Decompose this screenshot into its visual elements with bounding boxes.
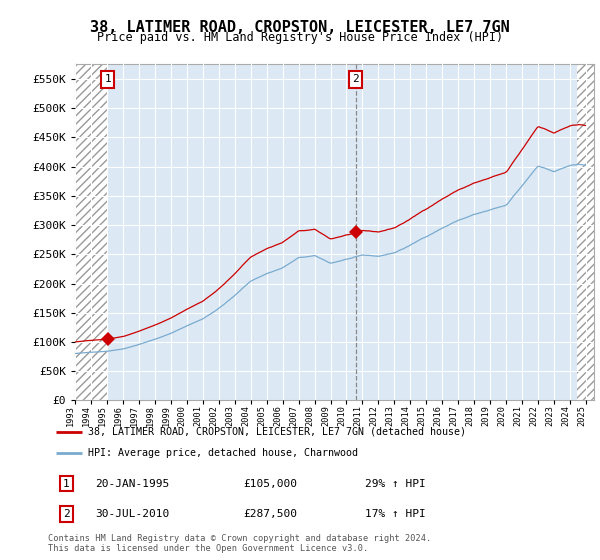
Text: 2019: 2019 bbox=[481, 405, 490, 427]
Text: 2011: 2011 bbox=[353, 405, 362, 427]
Text: 2002: 2002 bbox=[210, 405, 219, 427]
Text: 2022: 2022 bbox=[529, 405, 538, 427]
Bar bbox=[75, 64, 108, 400]
Text: 1994: 1994 bbox=[82, 405, 91, 427]
Text: 2005: 2005 bbox=[257, 405, 266, 427]
Text: 2: 2 bbox=[352, 74, 359, 85]
Text: 2016: 2016 bbox=[433, 405, 442, 427]
Text: 2010: 2010 bbox=[337, 405, 346, 427]
Text: 2012: 2012 bbox=[370, 405, 379, 427]
Text: 2008: 2008 bbox=[305, 405, 314, 427]
Text: 2018: 2018 bbox=[465, 405, 474, 427]
Text: 2023: 2023 bbox=[545, 405, 554, 427]
Text: 2024: 2024 bbox=[561, 405, 570, 427]
Text: 38, LATIMER ROAD, CROPSTON, LEICESTER, LE7 7GN: 38, LATIMER ROAD, CROPSTON, LEICESTER, L… bbox=[90, 20, 510, 35]
Text: 29% ↑ HPI: 29% ↑ HPI bbox=[365, 479, 425, 489]
Text: 38, LATIMER ROAD, CROPSTON, LEICESTER, LE7 7GN (detached house): 38, LATIMER ROAD, CROPSTON, LEICESTER, L… bbox=[88, 427, 466, 437]
Text: 1997: 1997 bbox=[130, 405, 139, 427]
Text: 1993: 1993 bbox=[66, 405, 75, 427]
Text: 2015: 2015 bbox=[418, 405, 427, 427]
Text: 1999: 1999 bbox=[162, 405, 171, 427]
Text: 20-JAN-1995: 20-JAN-1995 bbox=[95, 479, 170, 489]
Text: HPI: Average price, detached house, Charnwood: HPI: Average price, detached house, Char… bbox=[88, 448, 358, 458]
Text: 1998: 1998 bbox=[146, 405, 155, 427]
Text: £287,500: £287,500 bbox=[244, 509, 298, 519]
Text: 2021: 2021 bbox=[513, 405, 522, 427]
Text: 2004: 2004 bbox=[242, 405, 251, 427]
Text: 2020: 2020 bbox=[497, 405, 506, 427]
Text: 1996: 1996 bbox=[114, 405, 123, 427]
Text: 2007: 2007 bbox=[290, 405, 299, 427]
Text: Contains HM Land Registry data © Crown copyright and database right 2024.
This d: Contains HM Land Registry data © Crown c… bbox=[48, 534, 431, 553]
Text: 2014: 2014 bbox=[401, 405, 410, 427]
Text: 2025: 2025 bbox=[577, 405, 586, 427]
Text: 1: 1 bbox=[63, 479, 70, 489]
Text: Price paid vs. HM Land Registry's House Price Index (HPI): Price paid vs. HM Land Registry's House … bbox=[97, 31, 503, 44]
Text: 2017: 2017 bbox=[449, 405, 458, 427]
Text: 1: 1 bbox=[104, 74, 111, 85]
Text: 30-JUL-2010: 30-JUL-2010 bbox=[95, 509, 170, 519]
Bar bbox=[577, 64, 594, 400]
Text: 2000: 2000 bbox=[178, 405, 187, 427]
Text: 2006: 2006 bbox=[274, 405, 283, 427]
Text: 1995: 1995 bbox=[98, 405, 107, 427]
Text: 2: 2 bbox=[63, 509, 70, 519]
Text: 2013: 2013 bbox=[385, 405, 394, 427]
Text: 2001: 2001 bbox=[194, 405, 203, 427]
Text: £105,000: £105,000 bbox=[244, 479, 298, 489]
Text: 2009: 2009 bbox=[322, 405, 331, 427]
Text: 2003: 2003 bbox=[226, 405, 235, 427]
Text: 17% ↑ HPI: 17% ↑ HPI bbox=[365, 509, 425, 519]
